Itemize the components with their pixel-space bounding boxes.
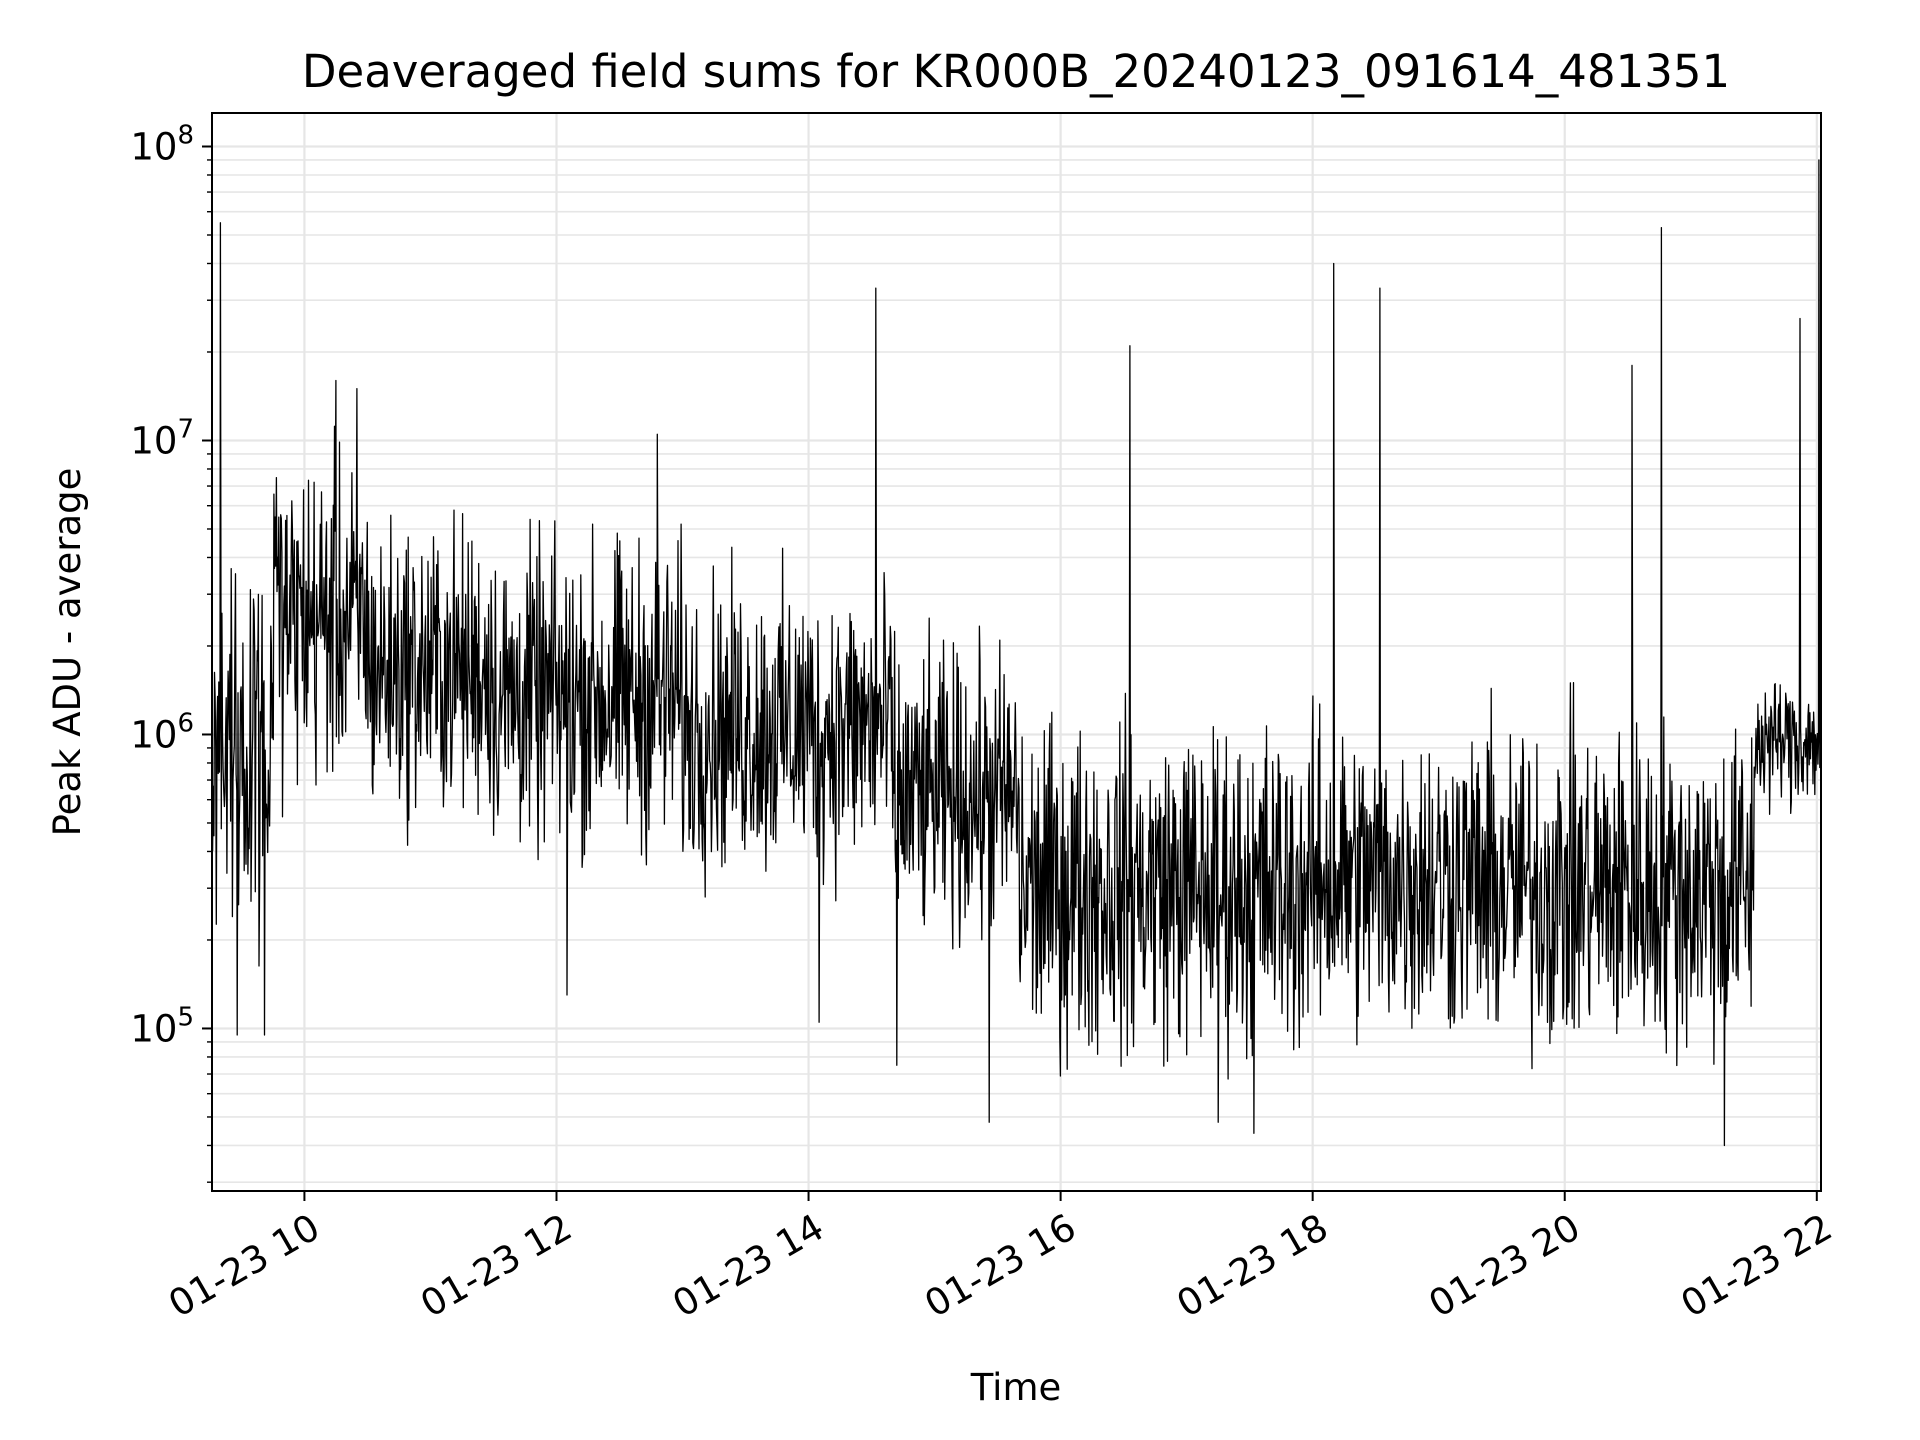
chart-title: Deaveraged field sums for KR000B_2024012… [302, 45, 1730, 98]
y-tick-label: 108 [130, 120, 194, 168]
plot-frame [211, 112, 1822, 1192]
x-axis-label: Time [970, 1366, 1062, 1409]
y-tick-label: 106 [130, 708, 194, 756]
y-tick-label: 107 [130, 414, 194, 462]
data-series [211, 159, 1822, 1147]
series-line [211, 159, 1822, 1147]
y-tick-label: 105 [130, 1002, 194, 1050]
y-axis-label: Peak ADU - average [46, 468, 89, 837]
